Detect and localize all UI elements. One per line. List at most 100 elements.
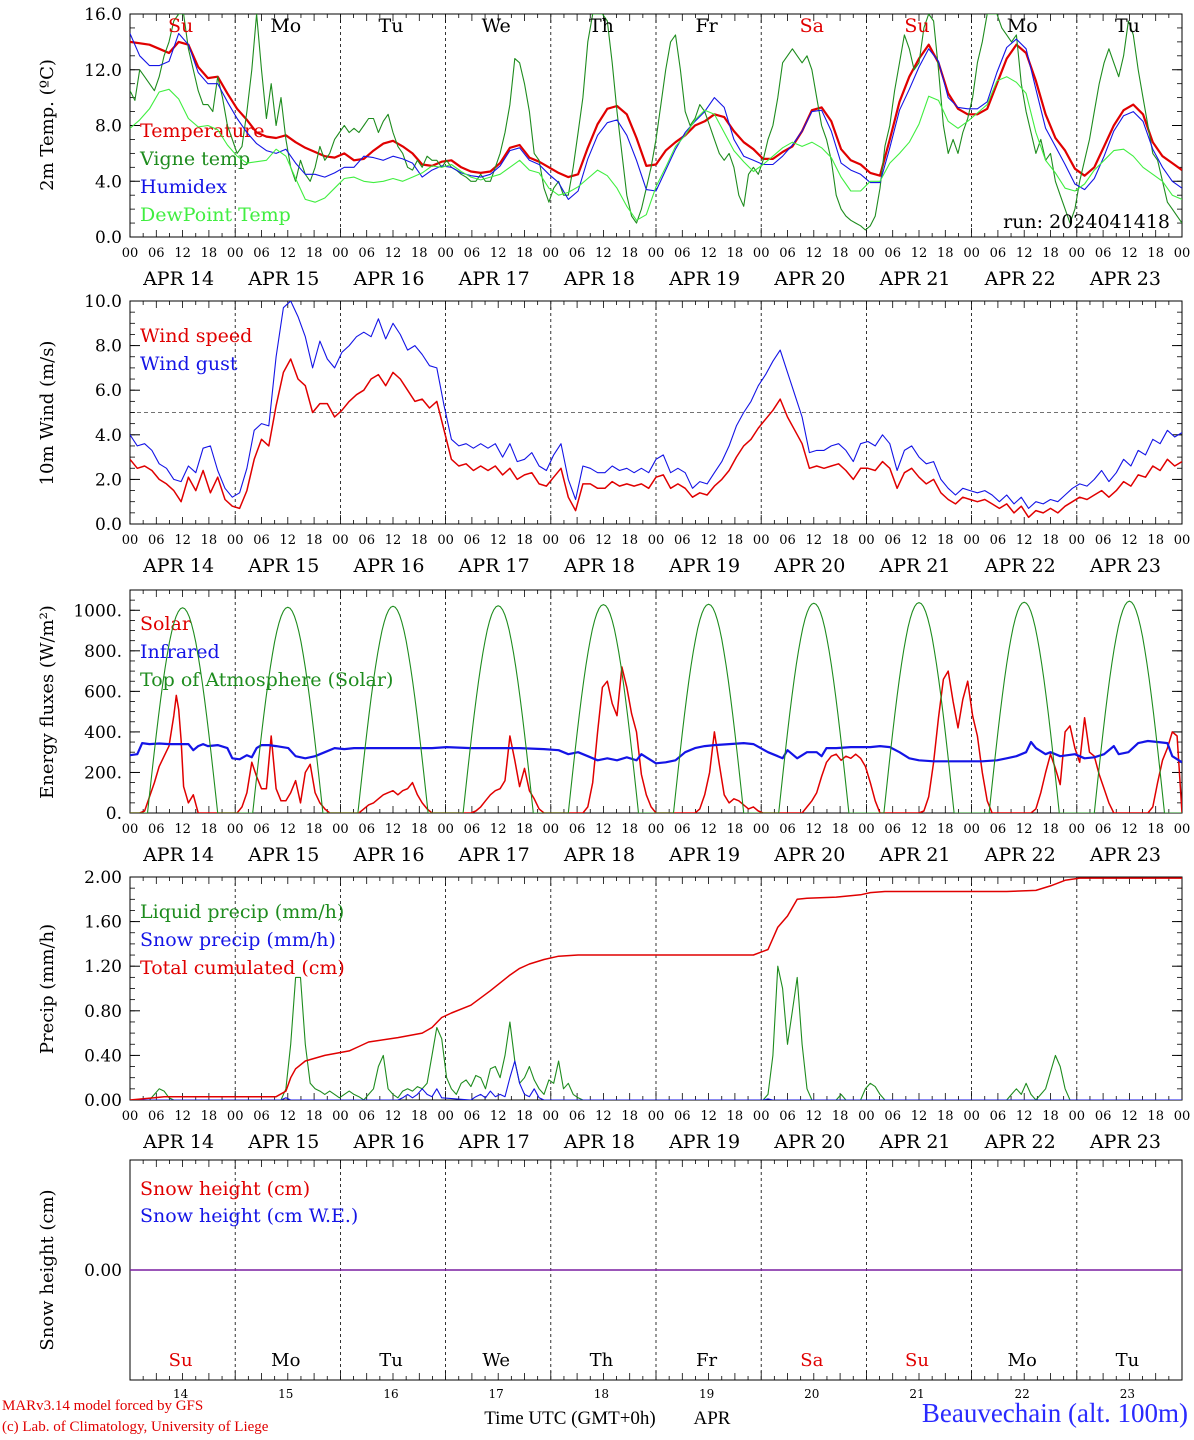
hour-tick-label: 06 — [674, 822, 691, 837]
hour-tick-label: 00 — [543, 1109, 560, 1124]
hour-tick-label: 18 — [1147, 1109, 1164, 1124]
date-label: APR 17 — [458, 268, 530, 290]
hour-tick-label: 06 — [569, 1109, 586, 1124]
day-number-label: 20 — [804, 1387, 819, 1401]
legend-entry: DewPoint Temp — [140, 204, 291, 226]
date-label: APR 21 — [878, 268, 950, 290]
hour-tick-label: 12 — [595, 822, 612, 837]
date-label: APR 21 — [878, 555, 950, 577]
date-label: APR 16 — [352, 844, 424, 866]
hour-tick-label: 18 — [201, 822, 218, 837]
hour-tick-label: 18 — [1147, 822, 1164, 837]
series-line-solar — [130, 666, 1182, 813]
weekday-label: Mo — [270, 15, 301, 37]
hour-tick-label: 12 — [911, 246, 928, 261]
hour-tick-label: 12 — [595, 533, 612, 548]
date-label: APR 20 — [773, 844, 845, 866]
series-line-liquid-precip-mm-h- — [130, 965, 1182, 1100]
hour-tick-label: 06 — [464, 533, 481, 548]
date-label: APR 23 — [1089, 268, 1161, 290]
hour-tick-label: 06 — [148, 822, 165, 837]
hour-tick-label: 00 — [858, 822, 875, 837]
date-label: APR 15 — [247, 268, 319, 290]
hour-tick-label: 06 — [358, 533, 375, 548]
weekday-label-bottom: Th — [590, 1350, 614, 1371]
weekday-label: Su — [168, 15, 193, 37]
hour-tick-label: 12 — [806, 822, 823, 837]
hour-tick-label: 00 — [753, 246, 770, 261]
series-line-top-of-atmosphere-solar- — [130, 600, 1182, 813]
y-tick-label: 4.0 — [95, 172, 122, 192]
hour-tick-label: 06 — [1095, 822, 1112, 837]
date-label: APR 19 — [668, 555, 740, 577]
hour-tick-label: 12 — [385, 822, 402, 837]
hour-tick-label: 12 — [806, 533, 823, 548]
date-label: APR 14 — [142, 844, 214, 866]
weekday-label: Th — [589, 15, 614, 37]
date-label: APR 21 — [878, 844, 950, 866]
y-tick-label: 6.0 — [95, 381, 122, 401]
y-tick-label: 0. — [106, 804, 122, 824]
hour-tick-label: 12 — [700, 533, 717, 548]
date-label: APR 17 — [458, 555, 530, 577]
legend-entry: Wind gust — [140, 353, 238, 375]
hour-tick-label: 00 — [963, 533, 980, 548]
hour-tick-label: 18 — [621, 533, 638, 548]
hour-tick-label: 00 — [648, 822, 665, 837]
hour-tick-label: 18 — [516, 822, 533, 837]
hour-tick-label: 06 — [148, 246, 165, 261]
date-label: APR 16 — [352, 268, 424, 290]
series-line-snow-precip-mm-h- — [130, 1060, 1182, 1100]
y-tick-label: 1000. — [73, 601, 122, 621]
y-tick-label: 200. — [84, 763, 122, 783]
hour-tick-label: 00 — [1174, 822, 1191, 837]
hour-tick-label: 00 — [963, 822, 980, 837]
date-label: APR 16 — [352, 1131, 424, 1153]
y-axis-label: Precip (mm/h) — [37, 924, 58, 1054]
panel-snow: 0.00 Snow height (cm) Snow height (cm) Snow… — [37, 1159, 1183, 1381]
date-label: APR 19 — [668, 844, 740, 866]
date-label: APR 18 — [563, 555, 635, 577]
hour-tick-label: 00 — [858, 533, 875, 548]
hour-tick-label: 06 — [990, 822, 1007, 837]
y-tick-label: 4.0 — [95, 426, 122, 446]
date-label: APR 15 — [247, 555, 319, 577]
legend-entry: Solar — [140, 613, 192, 635]
hour-tick-label: 00 — [1174, 533, 1191, 548]
y-tick-label: 0.0 — [95, 515, 122, 535]
hour-tick-label: 00 — [963, 1109, 980, 1124]
hour-tick-label: 00 — [648, 533, 665, 548]
hour-tick-label: 12 — [385, 246, 402, 261]
hour-tick-label: 00 — [122, 1109, 139, 1124]
hour-tick-label: 00 — [437, 1109, 454, 1124]
run-label: run: 2024041418 — [1003, 211, 1170, 233]
hour-tick-label: 18 — [306, 533, 323, 548]
weekday-label-bottom: Fr — [696, 1350, 717, 1371]
weekday-label: Fr — [695, 15, 718, 37]
hour-tick-label: 00 — [227, 1109, 244, 1124]
day-number-label: 15 — [278, 1387, 293, 1401]
hour-tick-label: 00 — [332, 246, 349, 261]
series-line-temperature — [130, 40, 1182, 179]
date-label: APR 22 — [984, 1131, 1056, 1153]
hour-tick-label: 00 — [1069, 1109, 1086, 1124]
y-tick-label: 10.0 — [84, 292, 122, 312]
date-label: APR 18 — [563, 1131, 635, 1153]
y-tick-label: 1.20 — [84, 957, 122, 977]
date-label: APR 18 — [563, 268, 635, 290]
y-tick-label: 8.0 — [95, 117, 122, 137]
hour-tick-label: 18 — [1042, 533, 1059, 548]
hour-tick-label: 00 — [753, 533, 770, 548]
weekday-label-bottom: Mo — [1008, 1350, 1037, 1371]
hour-tick-label: 12 — [490, 246, 507, 261]
hour-tick-label: 00 — [1069, 822, 1086, 837]
hour-tick-label: 18 — [411, 1109, 428, 1124]
hour-tick-label: 18 — [621, 246, 638, 261]
hour-tick-label: 18 — [306, 822, 323, 837]
hour-tick-label: 00 — [122, 822, 139, 837]
hour-tick-label: 18 — [937, 1109, 954, 1124]
hour-tick-label: 12 — [1016, 822, 1033, 837]
hour-tick-label: 06 — [779, 1109, 796, 1124]
hour-tick-label: 12 — [280, 533, 297, 548]
hour-tick-label: 06 — [779, 822, 796, 837]
